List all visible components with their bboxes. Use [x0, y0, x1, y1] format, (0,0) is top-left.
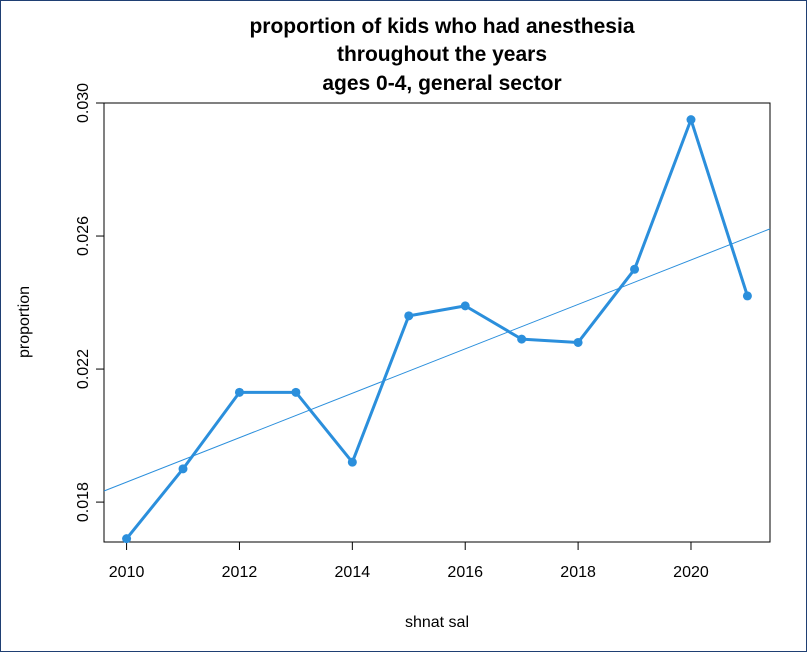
x-axis: 2010 2012 2014 2016 2018 2020: [109, 542, 709, 581]
y-axis-label: proportion: [16, 286, 33, 358]
x-tick-label: 2020: [673, 564, 709, 581]
data-point: [122, 534, 132, 544]
data-point: [573, 337, 583, 347]
series-line: [125, 118, 749, 540]
data-point: [686, 115, 696, 125]
x-axis-label: shnat sal: [405, 614, 469, 631]
plot-area-border: [103, 102, 771, 543]
data-point: [234, 387, 244, 397]
x-tick-label: 2012: [222, 564, 258, 581]
data-point: [460, 301, 470, 311]
y-tick-label: 0.022: [75, 349, 92, 389]
y-tick-label: 0.026: [75, 216, 92, 256]
data-point: [178, 464, 188, 474]
x-tick-label: 2014: [335, 564, 371, 581]
x-tick-label: 2018: [560, 564, 596, 581]
data-point: [630, 264, 640, 274]
trend-line: [103, 228, 771, 492]
y-axis: 0.018 0.022 0.026 0.030: [75, 83, 104, 522]
x-tick-label: 2016: [447, 564, 483, 581]
data-point: [347, 457, 357, 467]
series-group: [122, 115, 752, 544]
chart-title-line-1: proportion of kids who had anesthesia: [249, 15, 634, 38]
data-point: [291, 387, 301, 397]
data-point: [404, 311, 414, 321]
data-point: [742, 291, 752, 301]
y-tick-label: 0.018: [75, 482, 92, 522]
y-tick-label: 0.030: [75, 83, 92, 123]
chart-title-line-3: ages 0-4, general sector: [322, 72, 561, 95]
chart-title-line-2: throughout the years: [337, 43, 547, 66]
x-tick-label: 2010: [109, 564, 145, 581]
trend-line-group: [103, 228, 771, 492]
data-point: [517, 334, 527, 344]
